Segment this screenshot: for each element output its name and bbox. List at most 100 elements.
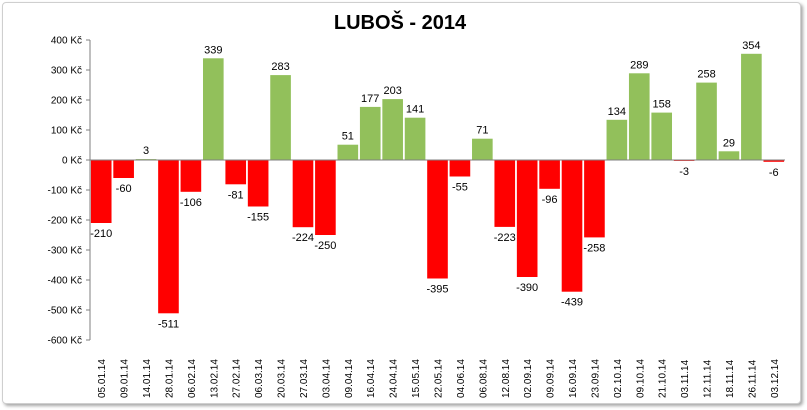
- data-label: -60: [116, 183, 132, 195]
- x-tick-label: 22.05.14: [434, 359, 445, 398]
- bar: [404, 117, 426, 160]
- bar: [113, 160, 134, 178]
- bar: [247, 160, 269, 207]
- data-label: -3: [679, 166, 689, 178]
- bar: [270, 75, 291, 160]
- y-tick-label: -500 Kč: [48, 306, 82, 317]
- data-label: 158: [653, 99, 671, 111]
- data-label: -55: [452, 182, 468, 194]
- bar: [561, 160, 583, 292]
- bar: [315, 160, 336, 235]
- data-label: 29: [723, 137, 735, 149]
- data-label: -210: [90, 228, 112, 240]
- y-tick-label: -600 Kč: [48, 336, 82, 347]
- data-label: 203: [383, 85, 401, 97]
- bar: [90, 160, 112, 223]
- y-tick-label: 0 Kč: [62, 156, 82, 167]
- bar: [628, 73, 650, 160]
- x-tick-label: 06.03.14: [254, 359, 265, 398]
- bar: [651, 112, 673, 160]
- bar: [718, 151, 740, 160]
- bar: [427, 160, 448, 279]
- x-tick-label: 23.09.14: [590, 359, 601, 398]
- bar: [494, 160, 516, 227]
- x-tick-label: 03.04.14: [321, 359, 332, 398]
- x-tick-label: 03.12.14: [770, 359, 781, 398]
- bar: [584, 160, 605, 238]
- bar: [539, 160, 560, 189]
- data-label: -390: [516, 282, 538, 294]
- data-label: 339: [204, 44, 222, 56]
- x-tick-label: 18.11.14: [725, 359, 736, 398]
- data-label: -96: [542, 194, 558, 206]
- x-tick-label: 09.09.14: [546, 359, 557, 398]
- x-tick-label: 05.01.14: [97, 359, 108, 398]
- x-tick-label: 06.02.14: [187, 359, 198, 398]
- bar: [180, 160, 202, 192]
- x-tick-label: 26.11.14: [747, 359, 758, 398]
- bar: [606, 119, 628, 160]
- x-tick-label: 16.09.14: [568, 359, 579, 398]
- data-label: -511: [158, 318, 179, 330]
- x-tick-label: 09.10.14: [635, 359, 646, 398]
- data-label: 283: [271, 61, 289, 73]
- x-tick-label: 14.01.14: [142, 359, 153, 398]
- bar: [337, 144, 359, 160]
- x-tick-label: 27.03.14: [299, 359, 310, 398]
- bar: [449, 160, 471, 177]
- y-tick-label: -100 Kč: [48, 186, 82, 197]
- bar: [225, 160, 247, 185]
- data-label: 289: [630, 59, 648, 71]
- x-tick-label: 12.08.14: [501, 359, 512, 398]
- bar: [763, 160, 785, 162]
- data-label: 51: [342, 131, 354, 143]
- x-tick-label: 04.06.14: [456, 359, 467, 398]
- data-label: -250: [314, 240, 336, 252]
- data-label: -439: [561, 297, 583, 309]
- y-tick-label: -300 Kč: [48, 246, 82, 257]
- bar: [158, 160, 179, 314]
- x-tick-label: 12.11.14: [703, 359, 714, 398]
- bar: [741, 53, 762, 160]
- y-tick-label: -200 Kč: [48, 216, 82, 227]
- data-label: -224: [292, 232, 314, 244]
- y-tick-label: 400 Kč: [51, 36, 82, 47]
- bar: [359, 106, 381, 160]
- data-label: 71: [476, 125, 488, 137]
- bar: [696, 82, 717, 160]
- chart-frame: [2, 2, 801, 404]
- x-tick-label: 15.05.14: [411, 359, 422, 398]
- bar: [202, 58, 224, 160]
- x-tick-label: 09.04.14: [344, 359, 355, 398]
- data-label: -106: [180, 197, 202, 209]
- data-label: 134: [608, 106, 626, 118]
- y-tick-label: 200 Kč: [51, 96, 82, 107]
- data-label: 258: [697, 69, 715, 81]
- x-tick-label: 27.02.14: [232, 359, 243, 398]
- chart-title: LUBOŠ - 2014: [333, 12, 467, 34]
- bar: [472, 138, 493, 160]
- data-label: 177: [361, 93, 379, 105]
- data-label: 141: [406, 104, 424, 116]
- data-label: 354: [742, 40, 760, 52]
- data-label: 3: [143, 145, 149, 157]
- x-tick-label: 20.03.14: [277, 359, 288, 398]
- x-tick-label: 06.08.14: [478, 359, 489, 398]
- x-tick-label: 28.01.14: [164, 359, 175, 398]
- x-tick-label: 24.04.14: [389, 359, 400, 398]
- bar: [516, 160, 538, 277]
- x-tick-label: 03.11.14: [680, 359, 691, 398]
- x-tick-label: 13.02.14: [209, 359, 220, 398]
- x-tick-label: 02.10.14: [613, 359, 624, 398]
- bar: [382, 99, 403, 160]
- data-label: -6: [769, 167, 779, 179]
- data-label: -155: [247, 212, 269, 224]
- bar: [292, 160, 314, 228]
- x-tick-label: 21.10.14: [658, 359, 669, 398]
- x-tick-label: 09.01.14: [120, 359, 131, 398]
- y-tick-label: 300 Kč: [51, 66, 82, 77]
- x-tick-label: 16.04.14: [366, 359, 377, 398]
- data-label: -395: [426, 284, 448, 296]
- data-label: -223: [494, 232, 516, 244]
